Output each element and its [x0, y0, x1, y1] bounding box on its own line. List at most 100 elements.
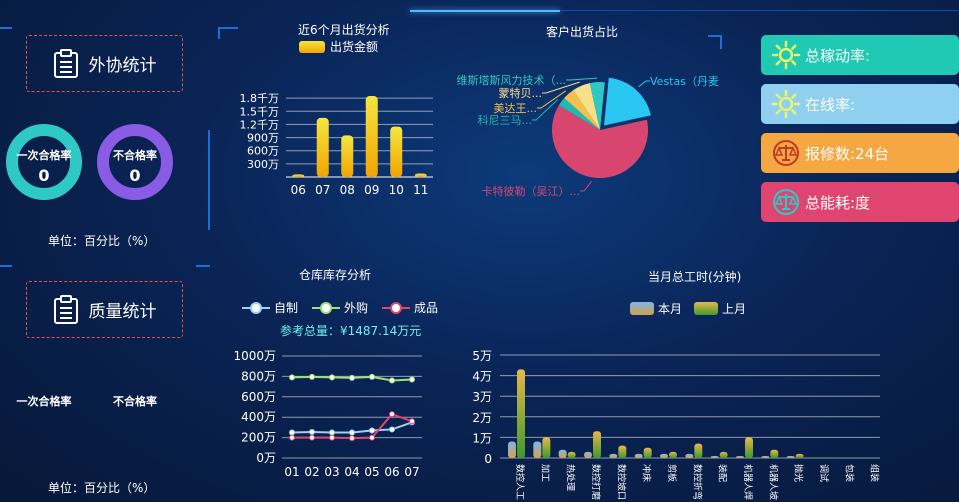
legend-item-outsourced[interactable]: 外购 [312, 299, 368, 316]
bar-this-month[interactable] [736, 455, 744, 458]
y-tick-label: 2万 [472, 411, 492, 425]
bar-last-month[interactable] [593, 431, 601, 458]
series-point[interactable] [309, 373, 315, 380]
x-tick-label: 05 [364, 465, 379, 479]
frame-right-h [708, 35, 722, 37]
bar-last-month[interactable] [694, 443, 703, 458]
bar-this-month[interactable] [533, 441, 542, 458]
bar-this-month[interactable] [710, 455, 719, 458]
bar-shipment[interactable] [292, 174, 305, 177]
bar-this-month[interactable] [584, 451, 592, 458]
zhiliang-title-box: 质量统计 [26, 281, 183, 338]
pie-label: 美达王... [494, 102, 538, 115]
bar-last-month[interactable] [618, 445, 627, 458]
series-point[interactable] [409, 376, 415, 383]
series-point[interactable] [309, 434, 315, 441]
pie-slice[interactable] [552, 105, 648, 178]
y-tick-label: 800万 [241, 369, 276, 383]
bar-last-month[interactable] [517, 369, 525, 458]
legend-item-finished[interactable]: 成品 [382, 299, 438, 316]
series-point[interactable] [329, 374, 335, 381]
bar-this-month[interactable] [786, 455, 795, 458]
x-tick-label: 11 [413, 183, 428, 197]
series-point[interactable] [369, 373, 375, 380]
series-point[interactable] [389, 426, 395, 433]
series-point[interactable] [369, 427, 375, 434]
x-tick-label: 抛光 [793, 464, 805, 482]
pie-slice[interactable] [603, 77, 651, 126]
legend-item-this-month[interactable]: 本月 [630, 300, 682, 317]
series-point[interactable] [349, 435, 355, 442]
x-tick-label: 08 [340, 183, 355, 197]
bar-this-month[interactable] [634, 453, 643, 458]
bar-shipment[interactable] [390, 126, 403, 177]
pie-slice[interactable] [589, 82, 605, 130]
bar-last-month[interactable] [795, 453, 804, 458]
stat-card-online[interactable]: 在线率: [761, 84, 959, 124]
sun-icon [771, 89, 801, 119]
zhiliang-first-pass-label: 一次合格率 [16, 395, 72, 408]
bar-last-month[interactable] [542, 437, 551, 458]
series-point[interactable] [289, 374, 295, 381]
x-tick-label: 06 [384, 465, 399, 479]
pie-slice[interactable] [558, 98, 600, 130]
pie-slice[interactable] [573, 83, 600, 130]
y-tick-label: 900万 [247, 132, 279, 145]
x-tick-label: 组装 [869, 464, 881, 482]
bar-last-month[interactable] [770, 449, 779, 458]
legend-swatch [630, 302, 654, 315]
series-point[interactable] [309, 428, 315, 435]
series-point[interactable] [289, 429, 295, 436]
ring-defect [97, 124, 173, 200]
pie-label: 卡特彼勒（吴江）... [482, 184, 581, 198]
bar-this-month[interactable] [558, 449, 567, 458]
series-point[interactable] [369, 434, 375, 441]
x-tick-label: 数控人工 [514, 464, 526, 500]
legend-label-this-month: 本月 [658, 302, 683, 316]
series-point[interactable] [329, 434, 335, 441]
series-point[interactable] [389, 377, 395, 384]
stat-repairs-label: 报修数:24台 [805, 144, 890, 163]
ring-first-pass-label: 一次合格率 [16, 149, 72, 162]
x-tick-label: 数控坡口 [615, 464, 627, 500]
stat-card-utilization[interactable]: 总稼动率: [761, 35, 959, 75]
bar-last-month[interactable] [745, 437, 753, 458]
stat-card-energy[interactable]: 总能耗:度 [761, 182, 959, 222]
series-point[interactable] [349, 374, 355, 381]
bar-this-month[interactable] [685, 453, 694, 458]
shipment-chart-title: 近6个月出货分析 [298, 23, 390, 37]
y-tick-label: 1.5千万 [240, 105, 280, 118]
series-point[interactable] [389, 411, 395, 418]
clipboard-icon [53, 48, 78, 78]
clipboard-icon [53, 294, 78, 324]
bar-last-month[interactable] [719, 451, 728, 458]
bar-last-month[interactable] [643, 447, 652, 458]
series-point[interactable] [409, 418, 415, 425]
bar-this-month[interactable] [508, 441, 516, 458]
bar-this-month[interactable] [609, 453, 618, 458]
legend-item-last-month[interactable]: 上月 [694, 300, 746, 317]
bar-shipment[interactable] [341, 135, 354, 177]
bar-shipment[interactable] [365, 95, 378, 177]
worktime-legend: 本月 上月 [630, 300, 746, 317]
series-point[interactable] [349, 429, 355, 436]
zhiliang-defect-label: 不合格率 [113, 395, 157, 408]
frame-mid-h2 [196, 265, 210, 267]
pie-label: 蒙特贝... [499, 86, 543, 100]
x-tick-label: 07 [404, 465, 419, 479]
series-point[interactable] [289, 434, 295, 441]
pie-slice[interactable] [564, 90, 600, 130]
legend-marker [242, 301, 270, 314]
bar-this-month[interactable] [660, 453, 668, 458]
bar-this-month[interactable] [761, 455, 770, 458]
stat-card-repairs[interactable]: 报修数:24台 [761, 133, 959, 173]
bar-last-month[interactable] [567, 451, 576, 458]
pie-label-line [532, 98, 559, 121]
bar-last-month[interactable] [669, 451, 677, 458]
bar-shipment[interactable] [414, 173, 427, 177]
legend-item-self[interactable]: 自制 [242, 299, 298, 316]
series-point[interactable] [329, 429, 335, 436]
bar-shipment[interactable] [316, 117, 329, 177]
